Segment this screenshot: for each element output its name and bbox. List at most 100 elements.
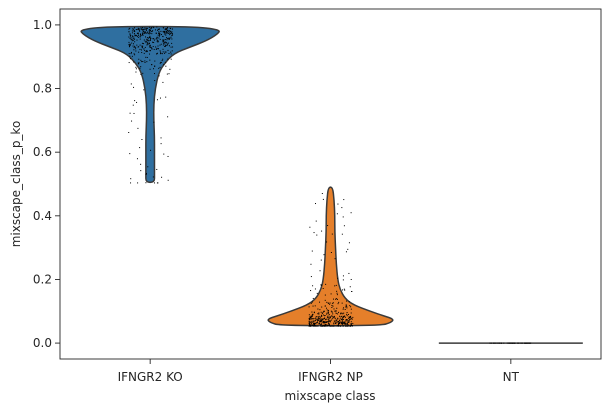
data-point [327,315,329,317]
data-point [327,318,329,320]
data-point [157,34,159,36]
data-point [317,316,319,318]
data-point [157,45,159,47]
data-point [321,306,323,308]
data-point [493,342,495,344]
data-point [158,28,160,30]
data-point [165,34,167,36]
data-point [147,31,149,33]
data-point [321,314,323,316]
data-point [130,51,132,53]
data-point [141,32,143,34]
data-point [321,230,323,232]
data-point [310,324,312,326]
data-point [323,324,325,326]
data-point [315,203,317,205]
data-point [311,323,313,325]
data-point [162,39,164,41]
data-point [346,325,348,327]
data-point [143,48,145,50]
data-point [169,68,171,70]
data-point [491,342,493,344]
data-point [311,317,313,319]
data-point [330,325,332,327]
data-point [161,60,163,62]
data-point [324,317,326,319]
data-point [347,248,349,250]
data-point [342,316,344,318]
data-point [155,48,157,50]
data-point [337,313,339,315]
data-point [341,321,343,323]
data-point [325,319,327,321]
data-point [130,37,132,39]
data-point [134,38,136,40]
data-point [310,317,312,319]
data-point [159,38,161,40]
data-point [336,325,338,327]
data-point [144,60,146,62]
data-point [340,325,342,327]
data-point [130,35,132,37]
data-point [327,225,329,227]
data-point [345,306,347,308]
data-point [337,318,339,320]
data-point [321,315,323,317]
data-point [141,42,143,44]
data-point [149,45,151,47]
data-point [308,318,310,320]
data-point [352,316,354,318]
data-point [346,300,348,302]
data-point [162,41,164,43]
data-point [315,319,317,321]
data-point [156,168,158,170]
data-point [160,51,162,53]
data-point [159,44,161,46]
data-point [347,321,349,323]
data-point [158,31,160,33]
data-point [141,28,143,30]
data-point [144,61,146,63]
data-point [315,220,317,222]
data-point [133,61,135,63]
data-point [131,55,133,57]
data-point [341,315,343,317]
data-point [530,342,532,344]
data-point [331,233,333,235]
data-point [320,323,322,325]
data-point [146,44,148,46]
data-point [336,292,338,294]
y-axis-label: mixscape_class_p_ko [9,121,23,248]
data-point [148,30,150,32]
data-point [337,323,339,325]
data-point [340,322,342,324]
data-point [525,342,527,344]
points-layer [128,26,532,344]
data-point [136,29,138,31]
data-point [156,47,158,49]
data-point [134,41,136,43]
data-point [145,27,147,29]
data-point [160,61,162,63]
data-point [164,52,166,54]
data-point [320,259,322,261]
data-point [162,40,164,42]
data-point [322,314,324,316]
data-point [152,176,154,178]
data-point [344,322,346,324]
data-point [339,322,341,324]
data-point [135,46,137,48]
data-point [332,302,334,304]
data-point [138,34,140,36]
data-point [345,304,347,306]
data-point [344,308,346,310]
data-point [351,325,353,327]
data-point [141,28,143,30]
data-point [319,321,321,323]
data-point [349,325,351,327]
data-point [135,48,137,50]
data-point [529,342,531,344]
data-point [324,325,326,327]
data-point [329,320,331,322]
data-point [334,320,336,322]
